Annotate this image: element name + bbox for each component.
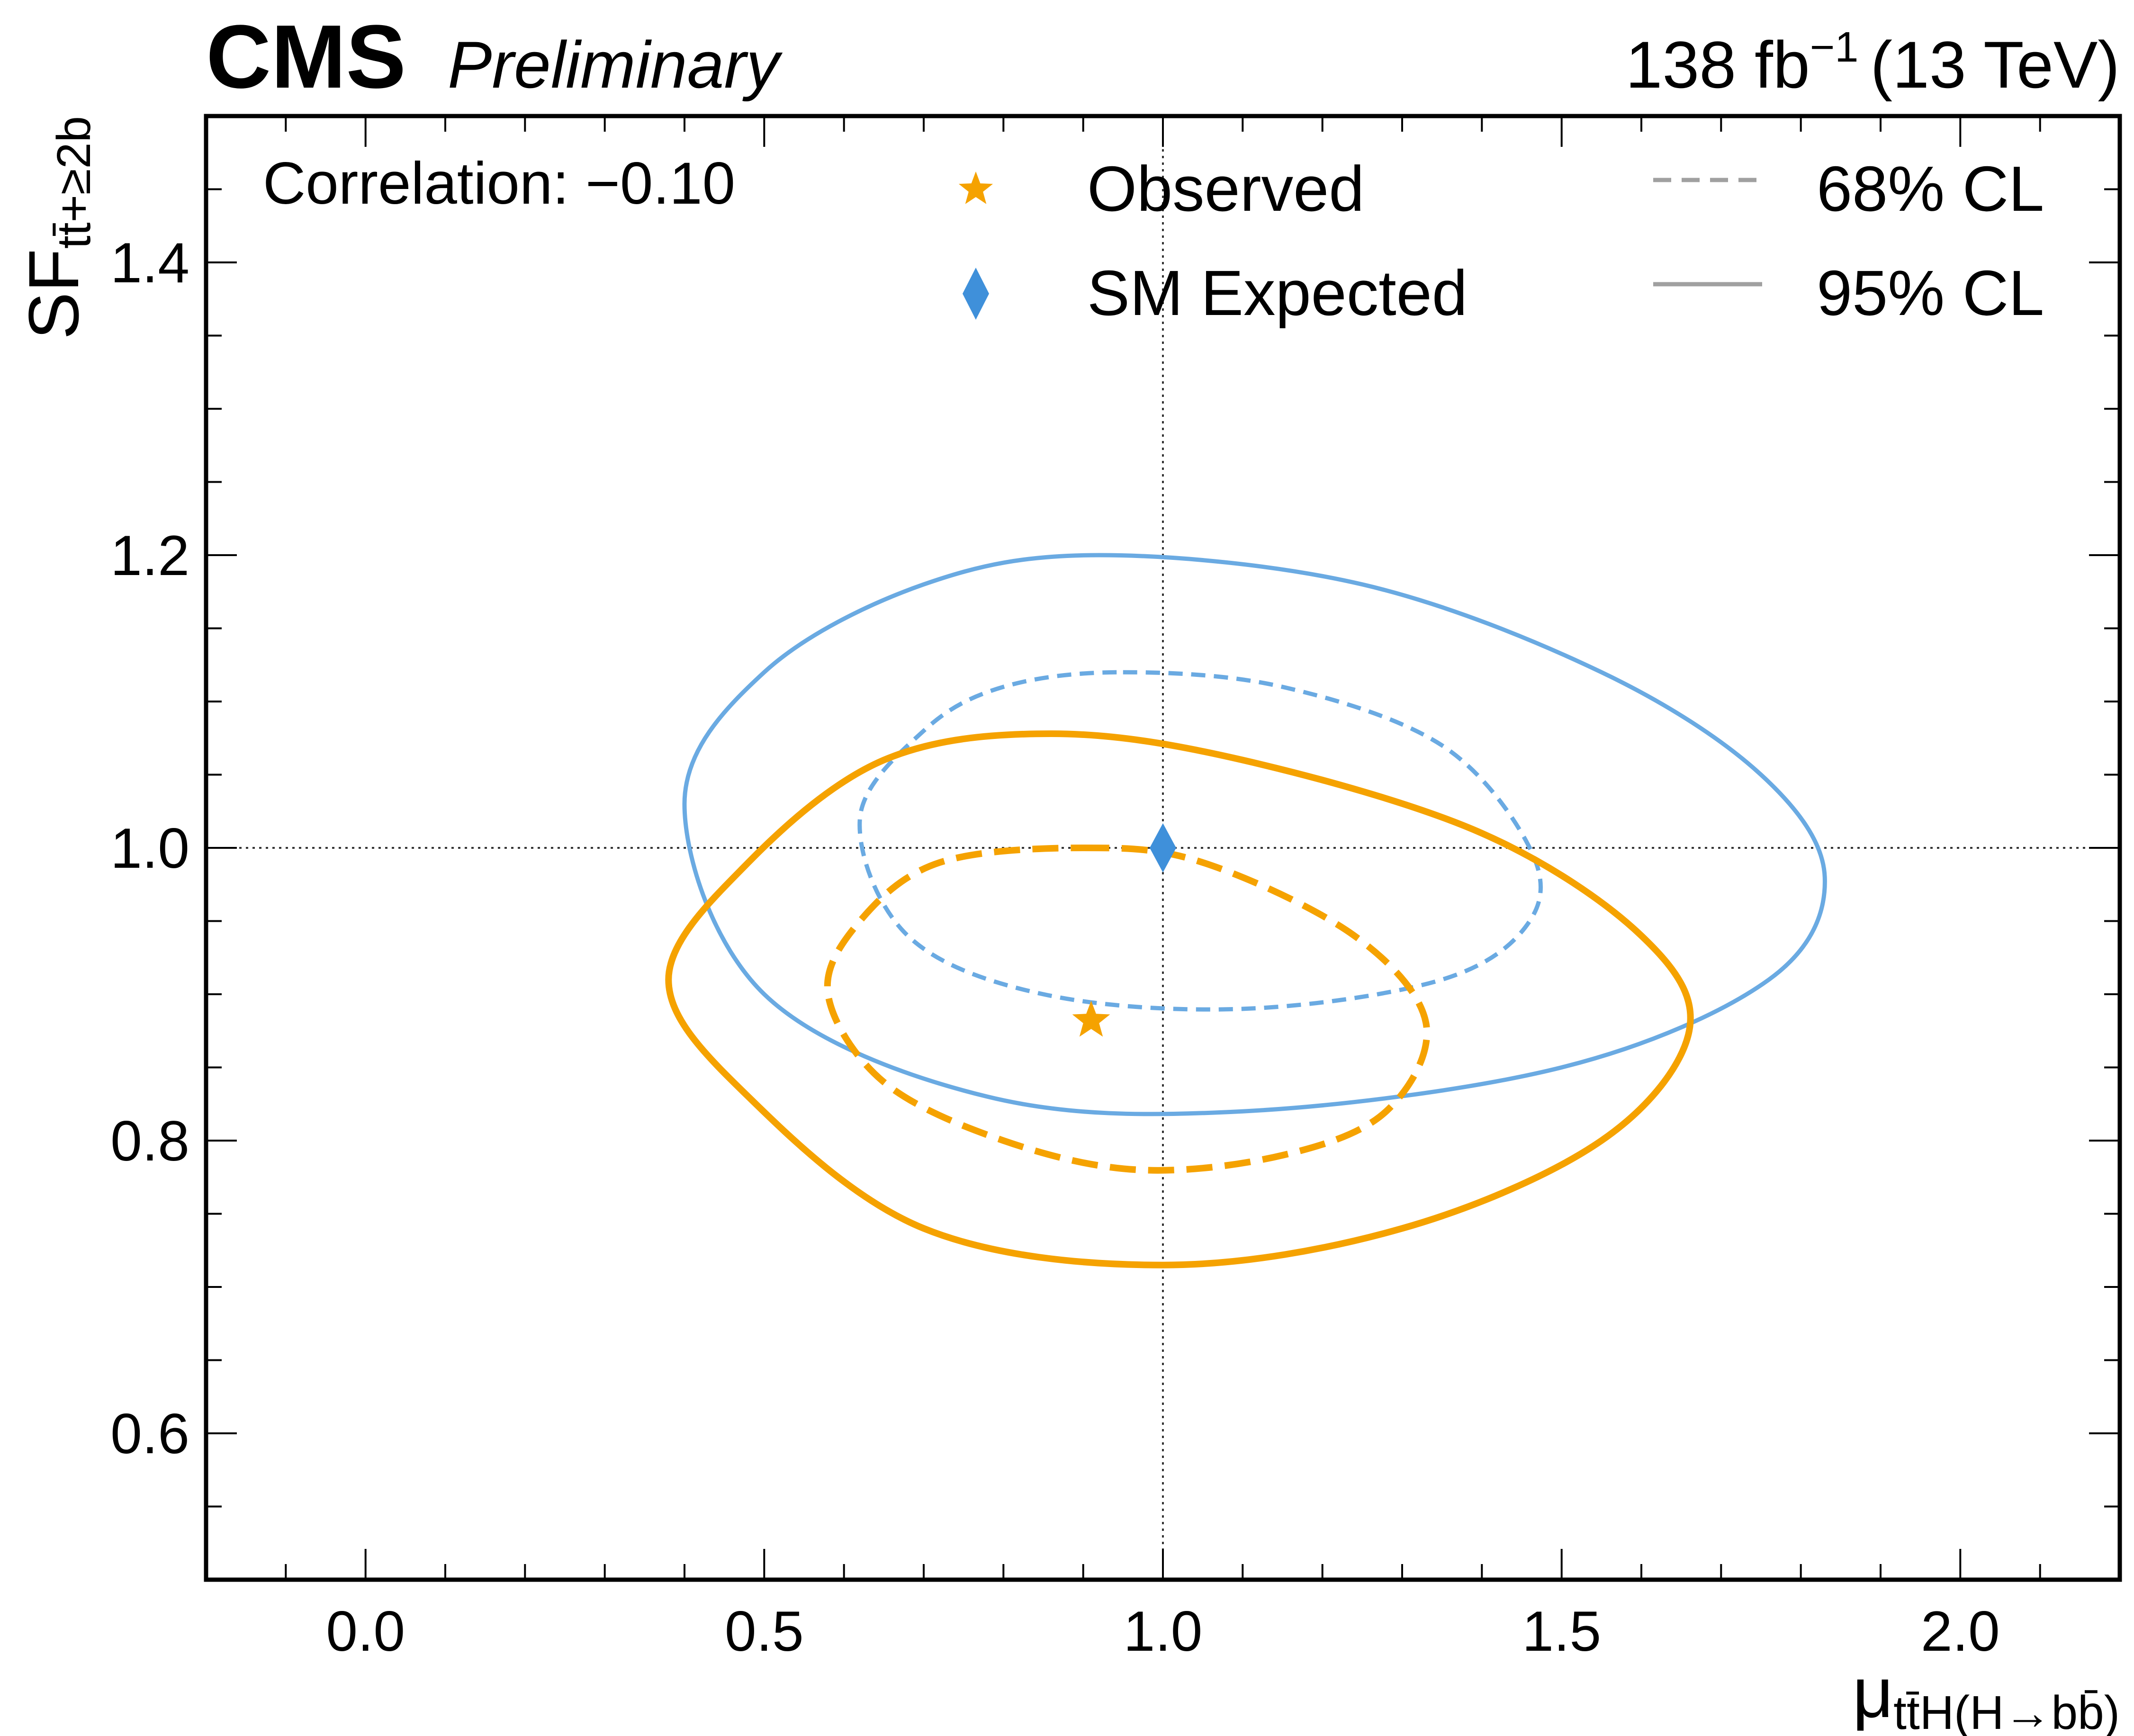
x-axis-title-main: μ (1853, 1653, 1893, 1732)
legend-label-68-cl: 68% CL (1817, 153, 2044, 225)
contour-sm-expected-95-cl (682, 553, 1827, 1116)
legend-label-observed: Observed (1087, 153, 1364, 225)
y-tick-label: 0.8 (110, 1109, 189, 1173)
y-axis-title-sub: tt̄+≥2b (47, 116, 100, 249)
x-tick-label: 1.0 (1124, 1600, 1203, 1663)
contour-observed-95-cl (665, 730, 1694, 1268)
lumi-value: 138 fb (1626, 27, 1810, 102)
x-tick-label: 2.0 (1921, 1600, 2000, 1663)
legend: Observed SM Expected 68% CL 95% CL (958, 153, 2044, 329)
y-tick-label: 1.0 (110, 817, 189, 880)
legend-marker-sm-expected (963, 268, 989, 320)
x-axis-title-sub: tt̄H(H→bb̄) (1893, 1686, 2120, 1736)
y-tick-label: 1.4 (110, 231, 189, 295)
x-tick-label: 0.5 (725, 1600, 804, 1663)
marker-observed (1072, 1000, 1110, 1037)
contour-sm-expected-68-cl (857, 670, 1543, 1012)
x-tick-label: 0.0 (326, 1600, 405, 1663)
y-tick-label: 0.6 (110, 1402, 189, 1466)
lumi-exponent: −1 (1810, 24, 1859, 71)
x-tick-label: 1.5 (1522, 1600, 1601, 1663)
y-tick-label: 1.2 (110, 524, 189, 587)
y-axis-title: SFtt̄+≥2b (14, 116, 100, 340)
legend-label-sm-expected: SM Expected (1087, 257, 1468, 329)
energy-value: (13 TeV) (1870, 27, 2120, 102)
cms-label: CMS (206, 7, 406, 107)
legend-marker-observed (958, 171, 993, 204)
marker-sm-expected (1150, 823, 1176, 872)
legend-label-95-cl: 95% CL (1817, 257, 2044, 329)
contour-observed-68-cl (824, 845, 1431, 1174)
x-axis-title: μtt̄H(H→bb̄) (1853, 1653, 2120, 1736)
y-axis-title-main: SF (14, 249, 93, 340)
correlation-annotation: Correlation: −0.10 (263, 151, 735, 216)
preliminary-label: Preliminary (448, 27, 783, 102)
plot-area: 0.0 0.5 1.0 1.5 2.0 0.6 0.8 1.0 1.2 1.4 (110, 114, 2122, 1663)
lumi-label: 138 fb−1 (13 TeV) (1626, 24, 2120, 102)
